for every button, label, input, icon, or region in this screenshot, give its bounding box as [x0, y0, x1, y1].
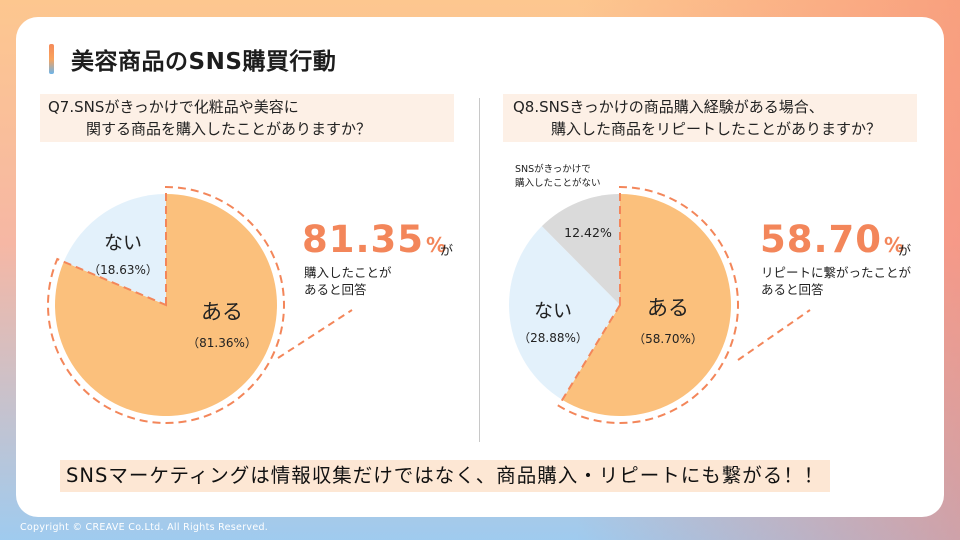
- q8-ga: が: [898, 244, 912, 259]
- question-q7-line1: Q7.SNSがきっかけで化粧品や美容に: [48, 98, 299, 116]
- q7-highlight-value: 81.35%: [302, 218, 447, 261]
- slice-pct-text: （18.63%）: [88, 263, 158, 277]
- slice-label-q8-nai: ない （28.88%）: [518, 296, 588, 346]
- q8-slice-2: [541, 194, 620, 305]
- column-divider: [479, 98, 480, 442]
- q7-note-line2: あると回答: [304, 282, 367, 297]
- q7-highlight-outline: [47, 185, 285, 424]
- slice-label-text: ある: [201, 300, 243, 324]
- other-note-line1: SNSがきっかけで: [515, 164, 591, 175]
- conclusion-banner: SNSマーケティングは情報収集だけではなく、商品購入・リピートにも繋がる！！: [60, 460, 831, 492]
- q8-slice-1: [509, 226, 620, 400]
- slice-label-text: ない: [103, 232, 142, 254]
- slice-label-q7-nai: ない （18.63%）: [88, 228, 158, 278]
- slice-pct-text: （81.36%）: [187, 336, 257, 350]
- slice-pct-text: （58.70%）: [633, 332, 703, 346]
- q8-note: リピートに繋がったことが あると回答: [761, 264, 911, 298]
- q8-slice-0: [562, 193, 732, 416]
- page-title: 美容商品のSNS購買行動: [71, 49, 337, 75]
- q7-big-number: 81.35: [302, 218, 425, 261]
- q8-pct-sign: %: [884, 233, 906, 257]
- q7-pct-sign: %: [426, 233, 448, 257]
- question-q7-line2: 関する商品を購入したことがありますか？: [86, 120, 372, 138]
- slice-label-q7-aru: ある （81.36%）: [172, 296, 272, 351]
- q7-note: 購入したことが あると回答: [304, 264, 392, 298]
- slice-pct-text: （28.88%）: [518, 331, 588, 345]
- q7-note-line1: 購入したことが: [304, 265, 392, 280]
- slice-label-q8-aru: ある （58.70%）: [623, 292, 713, 347]
- copyright-text: Copyright © CREAVE Co.Ltd. All Rights Re…: [20, 522, 269, 533]
- callout-line-q7: [277, 309, 353, 359]
- question-q7: Q7.SNSがきっかけで化粧品や美容に 関する商品を購入したことがありますか？: [40, 94, 454, 142]
- q8-note-line2: あると回答: [761, 282, 824, 297]
- question-q8-line2: 購入した商品をリピートしたことがありますか？: [551, 120, 882, 138]
- pie-chart-q8: [509, 185, 739, 424]
- q8-note-line1: リピートに繋がったことが: [761, 265, 912, 280]
- question-q8-line1: Q8.SNSきっかけの商品購入経験がある場合、: [513, 98, 824, 116]
- callout-line-q8: [737, 309, 811, 361]
- q7-slice-1: [63, 194, 166, 305]
- pie-chart-q7: [47, 185, 285, 424]
- title-accent-bar: [49, 44, 54, 74]
- q8-big-number: 58.70: [760, 218, 883, 261]
- slice-label-text: ある: [647, 296, 689, 320]
- other-slice-note: SNSがきっかけで 購入したことがない: [515, 163, 601, 191]
- q7-ga: が: [440, 244, 454, 259]
- q8-highlight-value: 58.70%: [760, 218, 905, 261]
- question-q8: Q8.SNSきっかけの商品購入経験がある場合、 購入した商品をリピートしたことが…: [503, 94, 917, 142]
- slice-pct-text: 12.42%: [564, 225, 612, 240]
- slice-label-q8-other: 12.42%: [553, 225, 623, 240]
- slice-label-text: ない: [533, 300, 572, 322]
- other-note-line2: 購入したことがない: [515, 178, 601, 189]
